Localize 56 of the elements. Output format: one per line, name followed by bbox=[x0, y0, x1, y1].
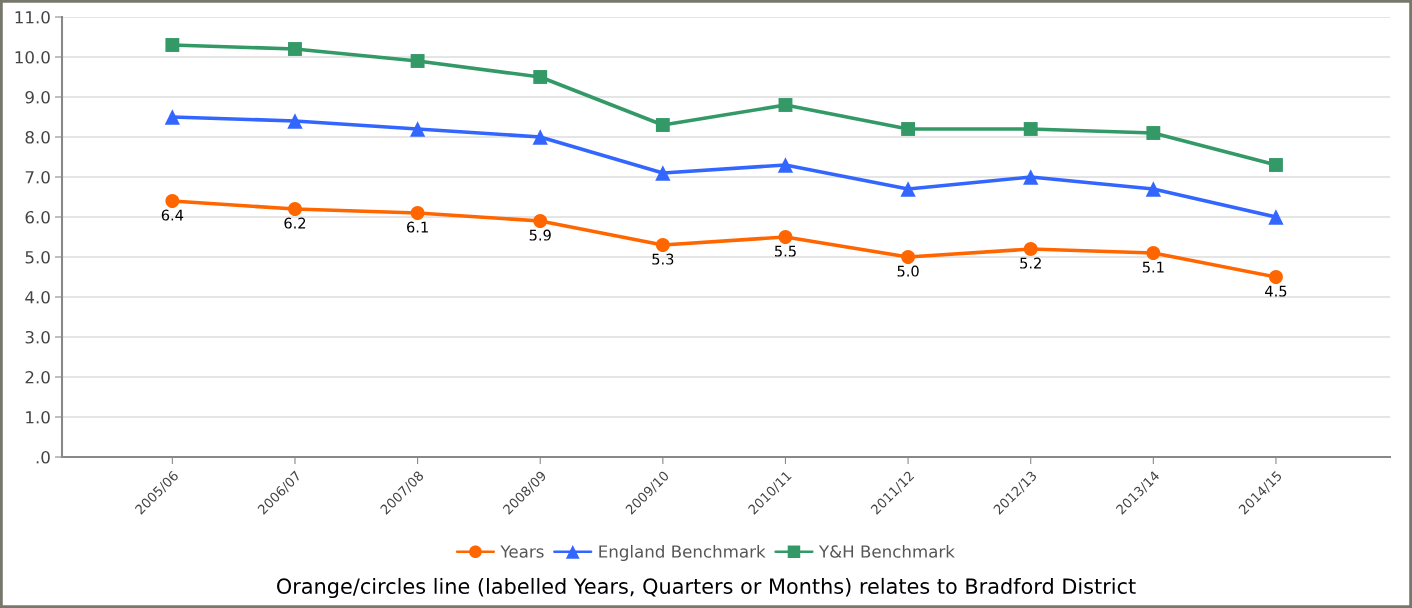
point bbox=[533, 70, 548, 84]
data-label: 5.9 bbox=[529, 229, 551, 241]
point bbox=[288, 42, 302, 56]
y-tick-label: 1.0 bbox=[26, 410, 50, 424]
point bbox=[1023, 169, 1039, 185]
point bbox=[655, 238, 670, 252]
legend-label: England Benchmark bbox=[599, 544, 766, 562]
point bbox=[410, 206, 425, 220]
point bbox=[778, 230, 793, 244]
point bbox=[1146, 246, 1161, 260]
data-label: 6.2 bbox=[284, 217, 306, 229]
y-tick-label: 2.0 bbox=[25, 370, 50, 384]
data-label: 5.3 bbox=[652, 253, 674, 265]
point bbox=[1268, 209, 1284, 225]
point bbox=[901, 250, 916, 264]
point bbox=[287, 113, 303, 129]
data-label: 5.0 bbox=[897, 265, 919, 277]
point bbox=[655, 165, 671, 181]
y-tick-label: 11.0 bbox=[15, 10, 50, 24]
point bbox=[1269, 158, 1283, 172]
point bbox=[165, 194, 180, 208]
point bbox=[532, 129, 548, 145]
y-tick-label: .0 bbox=[36, 450, 50, 464]
data-label: 6.1 bbox=[407, 221, 428, 233]
legend-label: Years bbox=[500, 545, 544, 558]
point bbox=[1146, 126, 1161, 140]
y-tick-label: 4.0 bbox=[25, 290, 50, 304]
point bbox=[1269, 270, 1283, 284]
data-label: 6.4 bbox=[161, 209, 184, 221]
data-label: 5.5 bbox=[775, 245, 796, 257]
point bbox=[655, 118, 670, 132]
point bbox=[409, 121, 426, 137]
legend-label: Y&H Benchmark bbox=[818, 544, 955, 558]
y-tick-label: 7.0 bbox=[25, 170, 50, 184]
point bbox=[778, 98, 793, 112]
point bbox=[165, 38, 180, 52]
point bbox=[1145, 181, 1161, 197]
point bbox=[901, 122, 916, 136]
point bbox=[164, 109, 180, 125]
point bbox=[1023, 242, 1038, 256]
point bbox=[410, 54, 425, 68]
text: Orange/circles line (labelled Years, Quarters or Months) relates to Bradford District bbox=[277, 577, 1136, 599]
y-tick-label: 10.0 bbox=[15, 50, 50, 64]
data-label: 5.1 bbox=[1142, 261, 1164, 273]
y-tick-label: 9.0 bbox=[25, 90, 50, 104]
point bbox=[900, 181, 916, 197]
y-tick-label: 5.0 bbox=[25, 250, 50, 264]
data-label: 4.5 bbox=[1265, 285, 1287, 297]
point bbox=[533, 214, 548, 228]
point bbox=[1023, 122, 1038, 136]
point bbox=[777, 157, 794, 173]
point bbox=[288, 202, 302, 216]
y-tick-label: 8.0 bbox=[25, 130, 50, 144]
y-tick-label: 6.0 bbox=[25, 210, 50, 224]
data-label: 5.2 bbox=[1020, 257, 1041, 269]
y-tick-label: 3.0 bbox=[25, 330, 50, 344]
